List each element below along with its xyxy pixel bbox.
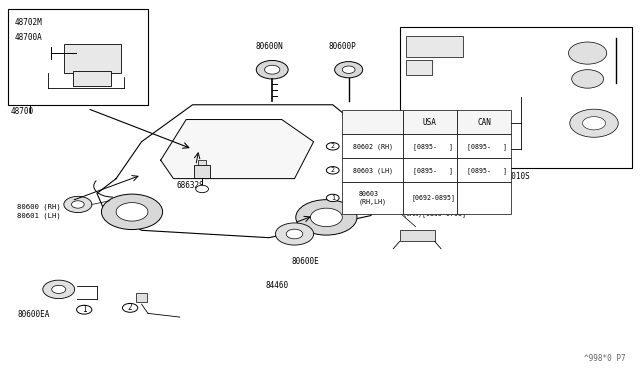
Circle shape bbox=[570, 109, 618, 137]
Bar bbox=[403, 134, 457, 158]
Bar bbox=[399, 230, 435, 241]
Polygon shape bbox=[161, 119, 314, 179]
Bar bbox=[8, 9, 148, 105]
Bar bbox=[399, 27, 632, 167]
Bar bbox=[457, 110, 511, 134]
Text: 68632S: 68632S bbox=[177, 181, 204, 190]
Text: (CAN)[0895-0796]: (CAN)[0895-0796] bbox=[403, 211, 467, 217]
Circle shape bbox=[335, 62, 363, 78]
Bar bbox=[195, 164, 210, 178]
Bar bbox=[457, 158, 511, 182]
Circle shape bbox=[122, 304, 138, 312]
Circle shape bbox=[64, 196, 92, 212]
Text: [0895-   ]: [0895- ] bbox=[413, 167, 453, 174]
Circle shape bbox=[101, 194, 163, 230]
Circle shape bbox=[572, 70, 604, 88]
Circle shape bbox=[77, 305, 92, 314]
Text: [0895-   ]: [0895- ] bbox=[467, 143, 508, 150]
Bar bbox=[63, 44, 121, 73]
Bar bbox=[342, 182, 403, 214]
Text: 80010S: 80010S bbox=[502, 171, 530, 181]
Circle shape bbox=[256, 61, 288, 79]
Text: [0895-   ]: [0895- ] bbox=[467, 167, 508, 174]
Bar bbox=[457, 182, 511, 214]
Bar bbox=[403, 158, 457, 182]
Text: 48700A: 48700A bbox=[14, 33, 42, 42]
Circle shape bbox=[43, 280, 75, 299]
Text: 2: 2 bbox=[331, 143, 335, 149]
Text: 80600EA: 80600EA bbox=[17, 310, 50, 319]
Bar bbox=[342, 134, 403, 158]
Text: 80600E: 80600E bbox=[291, 257, 319, 266]
Circle shape bbox=[568, 42, 607, 64]
Text: 2: 2 bbox=[128, 303, 132, 312]
Circle shape bbox=[196, 185, 209, 193]
Circle shape bbox=[264, 65, 280, 74]
Text: 84665M (USA)[0692-0796]: 84665M (USA)[0692-0796] bbox=[390, 203, 482, 210]
Text: 80601 (LH): 80601 (LH) bbox=[17, 212, 61, 219]
Bar bbox=[403, 110, 457, 134]
Text: 48700: 48700 bbox=[11, 107, 34, 116]
Bar bbox=[342, 110, 403, 134]
Text: 2: 2 bbox=[331, 167, 335, 173]
Text: 80603
(RH,LH): 80603 (RH,LH) bbox=[358, 191, 387, 205]
Bar bbox=[406, 61, 431, 75]
Text: 1: 1 bbox=[331, 195, 335, 201]
Bar bbox=[457, 134, 511, 158]
Circle shape bbox=[275, 223, 314, 245]
Circle shape bbox=[408, 115, 461, 146]
Bar bbox=[136, 293, 147, 302]
Circle shape bbox=[326, 142, 339, 150]
Circle shape bbox=[582, 116, 605, 130]
Circle shape bbox=[342, 66, 355, 73]
Circle shape bbox=[422, 123, 447, 138]
Circle shape bbox=[326, 194, 339, 202]
Text: [0895-   ]: [0895- ] bbox=[413, 143, 453, 150]
Text: ^998*0 P7: ^998*0 P7 bbox=[584, 354, 626, 363]
Bar bbox=[73, 71, 111, 86]
Bar bbox=[403, 182, 457, 214]
Text: 1: 1 bbox=[82, 305, 86, 314]
Text: 84460: 84460 bbox=[266, 280, 289, 289]
Circle shape bbox=[326, 167, 339, 174]
Text: USA: USA bbox=[423, 118, 437, 127]
Bar bbox=[406, 36, 463, 57]
Text: 80603 (LH): 80603 (LH) bbox=[353, 167, 392, 174]
Text: [0692-0895]: [0692-0895] bbox=[411, 195, 455, 201]
Bar bbox=[342, 158, 403, 182]
Circle shape bbox=[310, 208, 342, 227]
Text: 80600 (RH): 80600 (RH) bbox=[17, 203, 61, 210]
Circle shape bbox=[286, 229, 303, 239]
Text: 80600P: 80600P bbox=[328, 42, 356, 51]
Circle shape bbox=[116, 203, 148, 221]
Text: 80602 (RH): 80602 (RH) bbox=[353, 143, 392, 150]
Text: 48702M: 48702M bbox=[14, 18, 42, 27]
Text: 80600N: 80600N bbox=[255, 42, 283, 51]
Bar bbox=[198, 160, 206, 164]
Text: CAN: CAN bbox=[477, 118, 491, 127]
Circle shape bbox=[296, 200, 357, 235]
Circle shape bbox=[52, 285, 66, 294]
Circle shape bbox=[72, 201, 84, 208]
